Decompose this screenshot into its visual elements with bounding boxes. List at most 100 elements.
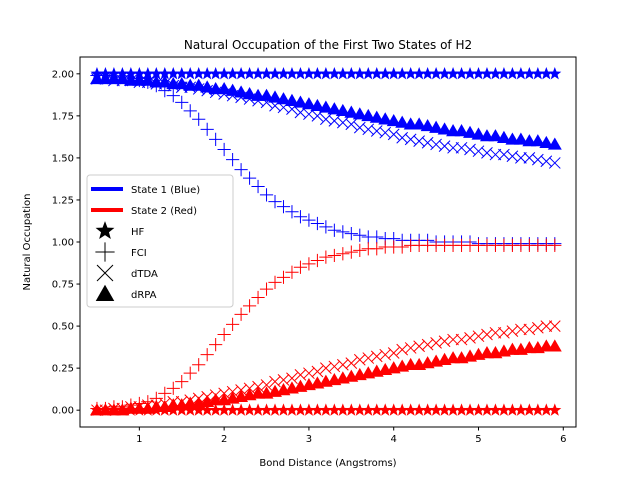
- data-point: [447, 141, 459, 154]
- data-point: [336, 358, 349, 371]
- data-point: [386, 113, 401, 127]
- data-point: [319, 403, 333, 416]
- data-point: [276, 92, 291, 105]
- data-point: [260, 403, 274, 416]
- data-point: [353, 403, 367, 416]
- data-point: [379, 348, 392, 361]
- data-point: [320, 113, 332, 126]
- legend-x-icon: [96, 264, 114, 282]
- data-point: [327, 248, 341, 263]
- data-point: [472, 67, 485, 80]
- data-point: [395, 403, 409, 416]
- data-point: [513, 132, 528, 145]
- plot-frame: [79, 56, 577, 428]
- data-point: [310, 253, 325, 268]
- data-point: [192, 403, 206, 416]
- data-point: [471, 127, 486, 140]
- data-point: [438, 403, 452, 416]
- data-point: [548, 67, 562, 80]
- data-point: [217, 142, 231, 157]
- data-point: [209, 337, 223, 352]
- data-point: [497, 403, 511, 416]
- data-point: [242, 171, 257, 185]
- data-point: [387, 67, 401, 80]
- series-drpa-state2: [89, 339, 562, 416]
- data-point: [370, 125, 383, 137]
- data-point: [141, 67, 155, 80]
- legend-label: State 2 (Red): [131, 206, 197, 217]
- data-point: [234, 85, 249, 98]
- x-axis-label: Bond Distance (Angstroms): [259, 458, 396, 469]
- series-hf-state1: [90, 67, 562, 80]
- data-point: [319, 220, 333, 234]
- data-point: [412, 403, 426, 416]
- data-point: [276, 270, 291, 284]
- data-point: [395, 115, 410, 128]
- data-point: [404, 67, 418, 80]
- x-tick-label: 5: [475, 434, 481, 445]
- legend-plus-icon: [95, 242, 115, 262]
- data-point: [379, 126, 392, 139]
- data-point: [488, 67, 502, 80]
- legend-label: dRPA: [131, 290, 157, 301]
- data-point: [345, 118, 358, 131]
- data-point: [293, 67, 307, 80]
- data-point: [344, 105, 359, 118]
- data-point: [242, 299, 257, 313]
- data-point: [413, 135, 425, 147]
- data-point: [217, 327, 231, 342]
- series-dtda-state2: [91, 320, 561, 417]
- data-point: [293, 260, 308, 274]
- data-point: [226, 67, 240, 80]
- data-point: [335, 103, 350, 117]
- y-tick-label: 0.00: [52, 406, 74, 417]
- data-point: [455, 333, 468, 346]
- data-point: [438, 335, 451, 348]
- data-point: [183, 67, 197, 80]
- data-point: [191, 78, 206, 91]
- data-point: [286, 372, 298, 385]
- data-point: [318, 100, 333, 113]
- y-tick-label: 0.25: [52, 364, 74, 375]
- data-point: [353, 67, 367, 80]
- data-point: [242, 87, 257, 100]
- axis-ticks: 1 2 3 4 5 6 0.00 0.25 0.50 0.75 1.00 1.25 1.50 1.75 2.…: [52, 69, 567, 445]
- data-point: [481, 328, 493, 341]
- data-point: [353, 228, 367, 242]
- data-point: [259, 88, 274, 101]
- data-point: [352, 107, 367, 120]
- data-point: [200, 348, 214, 362]
- data-point: [344, 226, 358, 241]
- data-point: [268, 67, 282, 80]
- data-point: [420, 118, 435, 132]
- data-point: [506, 150, 519, 163]
- y-tick-label: 1.00: [52, 238, 74, 249]
- data-point: [226, 317, 240, 332]
- data-point: [251, 179, 265, 194]
- data-point: [302, 213, 316, 227]
- y-tick-label: 1.50: [52, 153, 74, 164]
- data-point: [226, 403, 240, 416]
- data-point: [515, 323, 527, 336]
- data-point: [488, 129, 503, 142]
- data-point: [472, 403, 485, 416]
- data-point: [327, 403, 341, 416]
- x-tick-label: 2: [221, 434, 227, 445]
- data-point: [548, 320, 561, 332]
- data-point: [353, 353, 366, 366]
- legend-box: [86, 174, 234, 308]
- data-point: [523, 152, 536, 164]
- data-point: [387, 347, 400, 359]
- data-point: [336, 247, 350, 261]
- data-point: [531, 67, 545, 80]
- data-point: [429, 67, 443, 80]
- data-point: [370, 350, 383, 363]
- data-point: [319, 250, 333, 264]
- data-point: [302, 257, 316, 271]
- legend-label: HF: [131, 227, 145, 238]
- series-drpa-state1: [89, 71, 562, 150]
- data-point: [522, 403, 536, 416]
- data-point: [183, 104, 197, 118]
- data-point: [547, 339, 562, 352]
